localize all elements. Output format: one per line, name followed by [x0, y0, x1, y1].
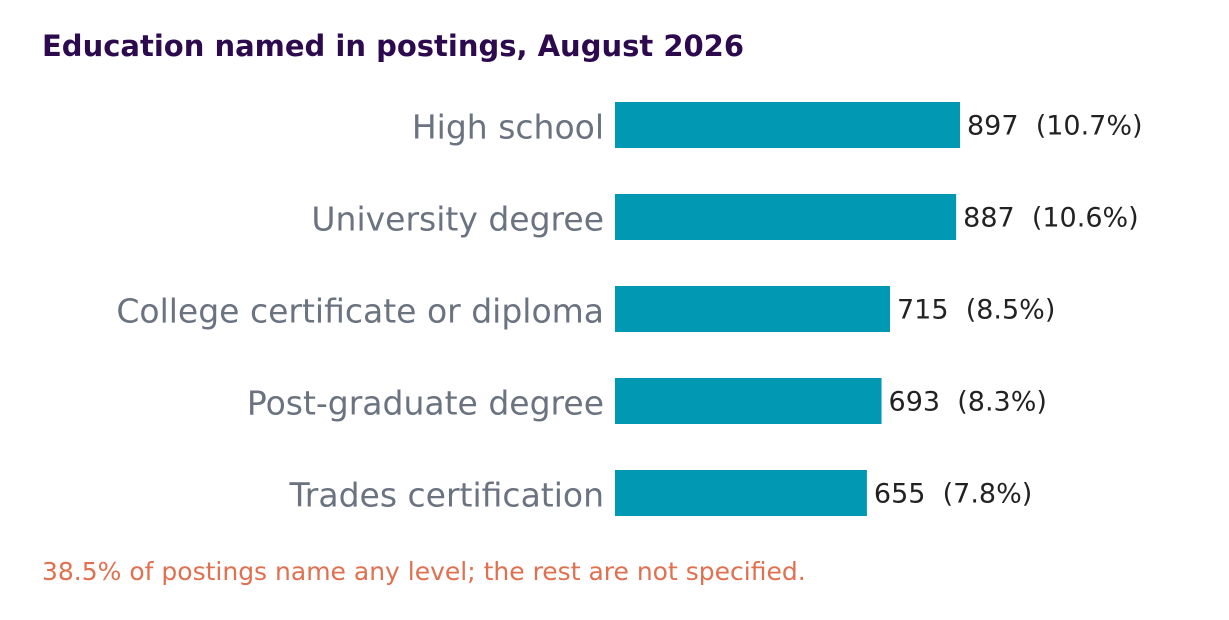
category-label: Trades certification	[288, 476, 604, 515]
bar	[615, 470, 867, 516]
category-label: University degree	[311, 200, 604, 239]
value-label: 715 (8.5%)	[897, 295, 1055, 326]
category-label: College certificate or diploma	[116, 292, 604, 331]
bar	[615, 286, 890, 332]
value-label: 887 (10.6%)	[963, 203, 1139, 234]
bar	[615, 378, 882, 424]
chart-title: Education named in postings, August 2026	[42, 29, 744, 63]
category-label: High school	[412, 108, 604, 147]
bar	[615, 194, 957, 240]
value-label: 655 (7.8%)	[874, 479, 1032, 510]
footnote: 38.5% of postings name any level; the re…	[42, 557, 806, 586]
category-label: Post-graduate degree	[247, 384, 604, 423]
value-label: 693 (8.3%)	[889, 387, 1047, 418]
value-label: 897 (10.7%)	[967, 111, 1143, 142]
bar	[615, 102, 960, 148]
